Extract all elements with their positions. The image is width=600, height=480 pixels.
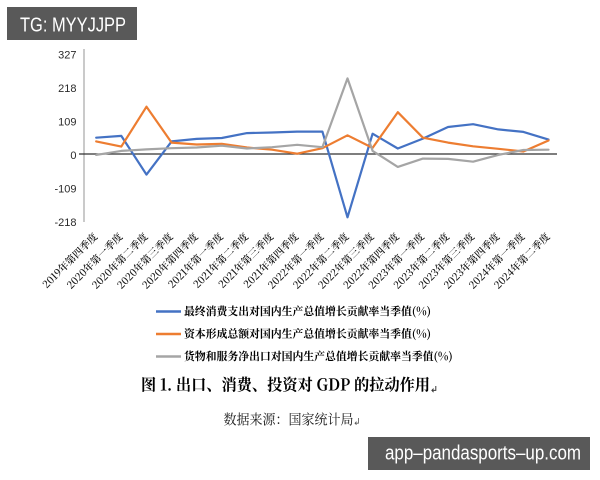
svg-text:0: 0	[70, 150, 76, 162]
svg-text:218: 218	[58, 83, 76, 95]
svg-text:TG: MYYJJPP: TG: MYYJJPP	[20, 15, 126, 37]
svg-text:-218: -218	[54, 217, 76, 229]
svg-text:-109: -109	[54, 184, 76, 196]
svg-text:app–pandasports–up.com: app–pandasports–up.com	[385, 443, 581, 465]
svg-text:327: 327	[58, 50, 76, 62]
svg-text:109: 109	[58, 117, 76, 129]
